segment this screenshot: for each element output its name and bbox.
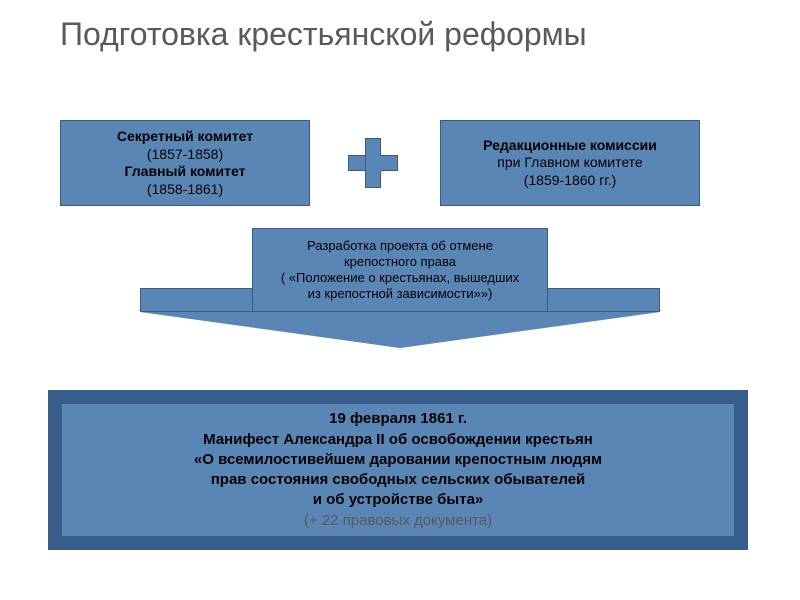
text: крепостного права [344, 254, 456, 270]
text: и об устройстве быта» [313, 490, 484, 510]
text: ( «Положение о крестьянах, вышедших [281, 270, 519, 286]
text: из крепостной зависимости»») [308, 286, 493, 302]
text: (1858-1861) [147, 181, 223, 199]
manifesto-result-box: 19 февраля 1861 г. Манифест Александра I… [48, 390, 748, 550]
text: 19 февраля 1861 г. [329, 409, 467, 429]
editorial-commission-box: Редакционные комиссии при Главном комите… [440, 120, 700, 206]
text: Секретный комитет [117, 128, 253, 146]
text: «О всемилостивейшем даровании крепостным… [194, 450, 602, 470]
text: прав состояния свободных сельских обыват… [211, 470, 586, 490]
text: Редакционные комиссии [483, 137, 657, 155]
text: при Главном комитете [497, 154, 642, 172]
footer-text: (+ 22 правовых документа) [304, 511, 492, 531]
text: Манифест Александра II об освобождении к… [203, 430, 593, 450]
text: (1857-1858) [147, 146, 223, 164]
text: Разработка проекта об отмене [307, 238, 493, 254]
text: Главный комитет [125, 163, 246, 181]
project-development-box: Разработка проекта об отмене крепостного… [252, 228, 548, 312]
plus-icon [348, 138, 398, 188]
secret-committee-box: Секретный комитет (1857-1858) Главный ко… [60, 120, 310, 206]
text: (1859-1860 гг.) [524, 172, 617, 190]
slide-title: Подготовка крестьянской реформы [60, 16, 587, 53]
down-arrow-shape: Разработка проекта об отмене крепостного… [140, 228, 660, 358]
